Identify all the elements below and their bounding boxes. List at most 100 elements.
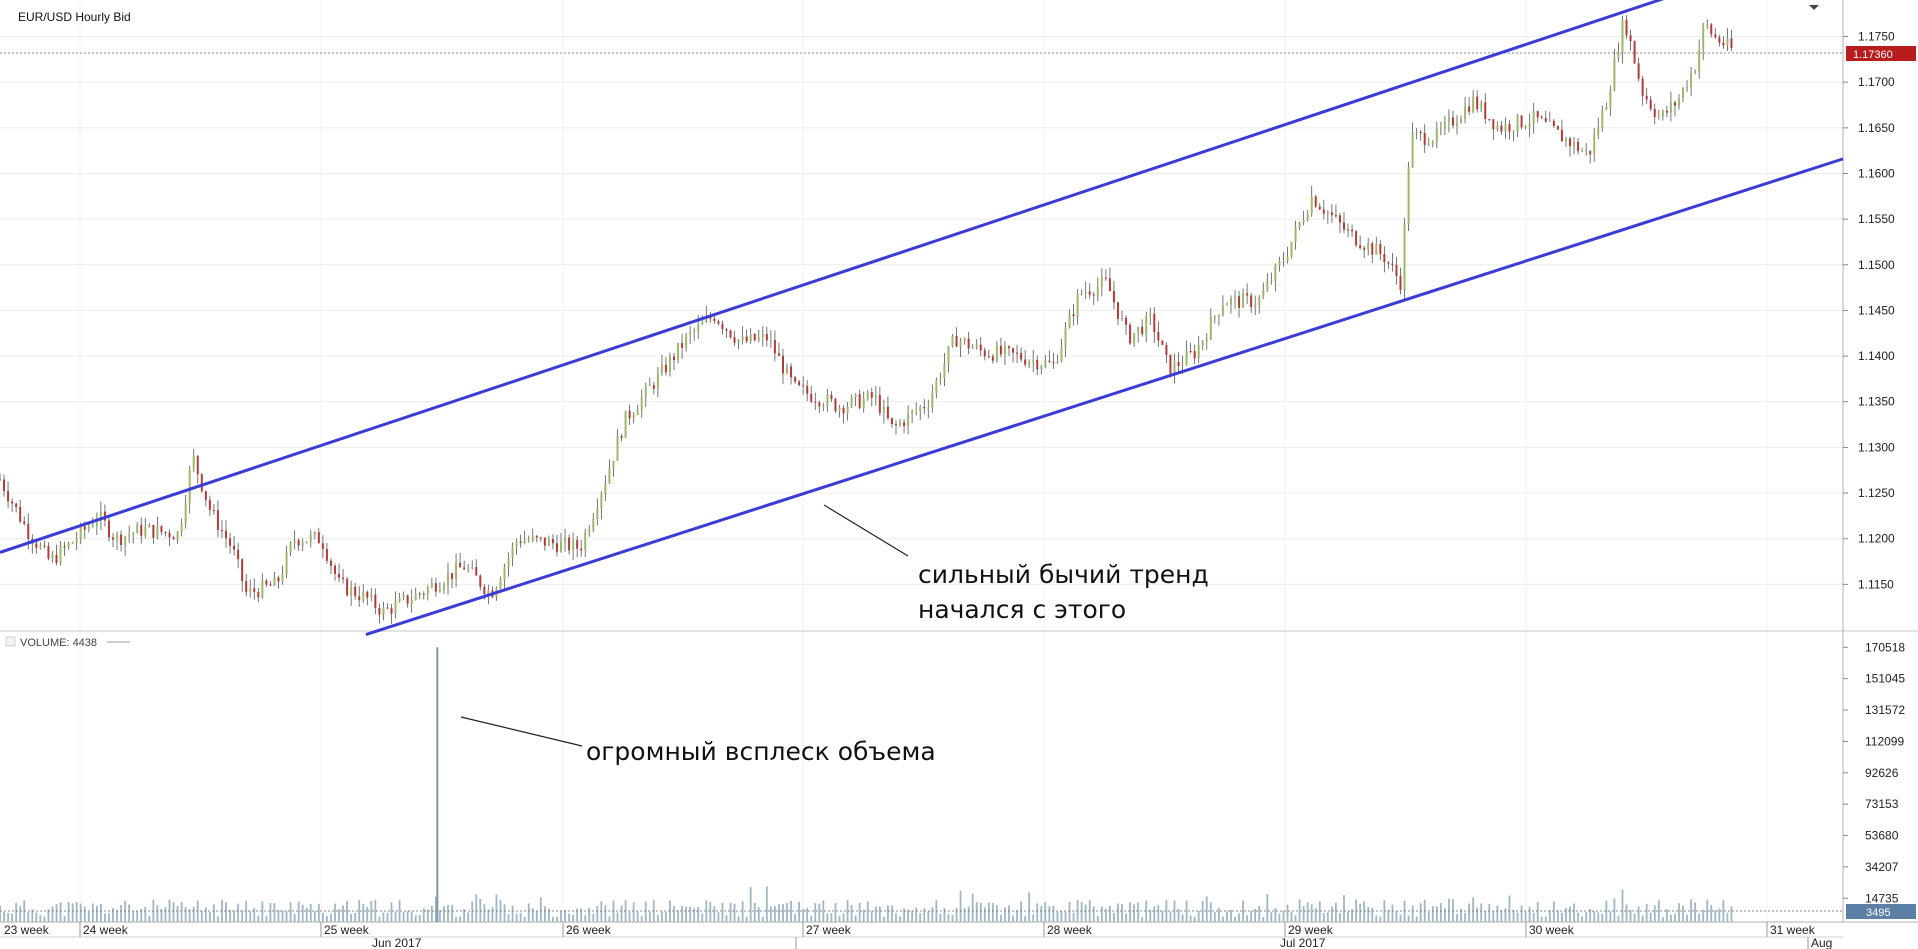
month-axis: Jun 2017 Jul 2017 Aug bbox=[372, 936, 1832, 949]
candle-body bbox=[160, 525, 163, 533]
candle-body bbox=[1532, 111, 1535, 124]
volume-bar bbox=[47, 909, 50, 922]
candle-body bbox=[604, 483, 607, 495]
candle-body bbox=[451, 573, 454, 579]
volume-bar bbox=[317, 903, 320, 922]
volume-bar bbox=[511, 905, 514, 922]
candle-body bbox=[1347, 229, 1350, 231]
volume-bar bbox=[398, 900, 401, 922]
volume-bar bbox=[19, 906, 22, 922]
volume-bar bbox=[1395, 910, 1398, 922]
candle-body bbox=[1197, 345, 1200, 359]
volume-bar bbox=[293, 913, 296, 922]
volume-legend-swatch[interactable] bbox=[5, 636, 16, 647]
volume-tick-label: 92626 bbox=[1865, 766, 1899, 780]
candle-body bbox=[1363, 248, 1366, 250]
volume-bar bbox=[237, 903, 240, 922]
volume-bar bbox=[1217, 907, 1220, 922]
candle-body bbox=[790, 366, 793, 378]
volume-bar bbox=[55, 904, 58, 922]
candle-body bbox=[899, 422, 902, 426]
volume-bar bbox=[1637, 906, 1640, 922]
volume-bar bbox=[572, 914, 575, 922]
volume-bar bbox=[301, 904, 304, 922]
volume-bar bbox=[75, 902, 78, 922]
volume-bar bbox=[951, 915, 954, 922]
candle-body bbox=[717, 321, 720, 324]
price-tick-label: 1.1750 bbox=[1858, 30, 1895, 44]
volume-bar bbox=[568, 913, 570, 922]
candle-body bbox=[729, 330, 732, 338]
candle-body bbox=[1488, 119, 1491, 121]
candle-body bbox=[923, 406, 926, 409]
volume-bar bbox=[1036, 903, 1039, 922]
chevron-down-icon[interactable] bbox=[1809, 5, 1819, 10]
candle-body bbox=[995, 345, 998, 361]
volume-bar bbox=[1028, 892, 1031, 922]
candle-body bbox=[1649, 99, 1652, 109]
volume-tick-label: 170518 bbox=[1865, 640, 1905, 654]
volume-bar bbox=[782, 903, 784, 922]
candle-body bbox=[697, 324, 700, 331]
candle-body bbox=[656, 373, 659, 389]
volume-bar bbox=[1068, 901, 1071, 922]
volume-bar bbox=[91, 903, 94, 922]
candle-body bbox=[1108, 278, 1111, 292]
volume-bar bbox=[1072, 912, 1075, 922]
candle-body bbox=[180, 523, 183, 532]
candle-body bbox=[23, 521, 26, 524]
candle-body bbox=[927, 408, 930, 410]
volume-bar bbox=[1310, 904, 1313, 922]
volume-bar bbox=[1008, 905, 1010, 922]
volume-bar bbox=[1726, 912, 1729, 922]
candle-body bbox=[346, 579, 349, 596]
volume-tick-label: 14735 bbox=[1865, 891, 1899, 905]
candle-body bbox=[539, 537, 542, 539]
price-tick-label: 1.1650 bbox=[1858, 121, 1895, 135]
volume-bar bbox=[253, 908, 256, 922]
candle-body bbox=[378, 607, 381, 615]
candle-body bbox=[1129, 324, 1132, 344]
volume-bar bbox=[842, 913, 845, 922]
volume-bar bbox=[180, 902, 183, 922]
volume-bar bbox=[245, 900, 248, 922]
candle-body bbox=[1625, 19, 1628, 36]
volume-bar bbox=[802, 908, 805, 922]
candle-body bbox=[1677, 98, 1680, 106]
volume-bar bbox=[556, 916, 558, 922]
volume-bar bbox=[1730, 906, 1733, 922]
candle-body bbox=[317, 532, 320, 544]
volume-bar bbox=[1153, 906, 1156, 922]
candle-body bbox=[1403, 223, 1406, 290]
candle-body bbox=[418, 593, 421, 595]
volume-bar bbox=[995, 905, 998, 922]
volume-bar bbox=[1359, 903, 1362, 922]
candle-body bbox=[1342, 222, 1345, 230]
volume-bar bbox=[1189, 915, 1192, 922]
volume-bar bbox=[1282, 910, 1285, 922]
candle-body bbox=[79, 526, 82, 540]
candle-body bbox=[1234, 296, 1237, 299]
week-label: 28 week bbox=[1047, 923, 1093, 937]
candle-body bbox=[761, 333, 764, 338]
candle-body bbox=[426, 587, 429, 594]
candle-body bbox=[1637, 63, 1640, 79]
candle-body bbox=[1141, 326, 1144, 335]
volume-bar bbox=[1678, 903, 1680, 922]
volume-bar bbox=[644, 901, 647, 922]
volume-bar bbox=[342, 905, 344, 922]
candle-body bbox=[955, 335, 958, 347]
candle-body bbox=[301, 542, 304, 546]
candle-body bbox=[1690, 73, 1693, 88]
volume-bar bbox=[1274, 908, 1277, 922]
candle-body bbox=[398, 597, 401, 602]
candle-body bbox=[471, 567, 474, 569]
candle-body bbox=[475, 567, 478, 576]
volume-bar bbox=[765, 886, 768, 922]
volume-bar bbox=[1032, 914, 1035, 922]
candle-body bbox=[430, 583, 433, 588]
candle-body bbox=[1613, 58, 1616, 91]
volume-bar bbox=[285, 911, 288, 922]
candle-body bbox=[1516, 115, 1519, 132]
candle-body bbox=[249, 588, 252, 593]
